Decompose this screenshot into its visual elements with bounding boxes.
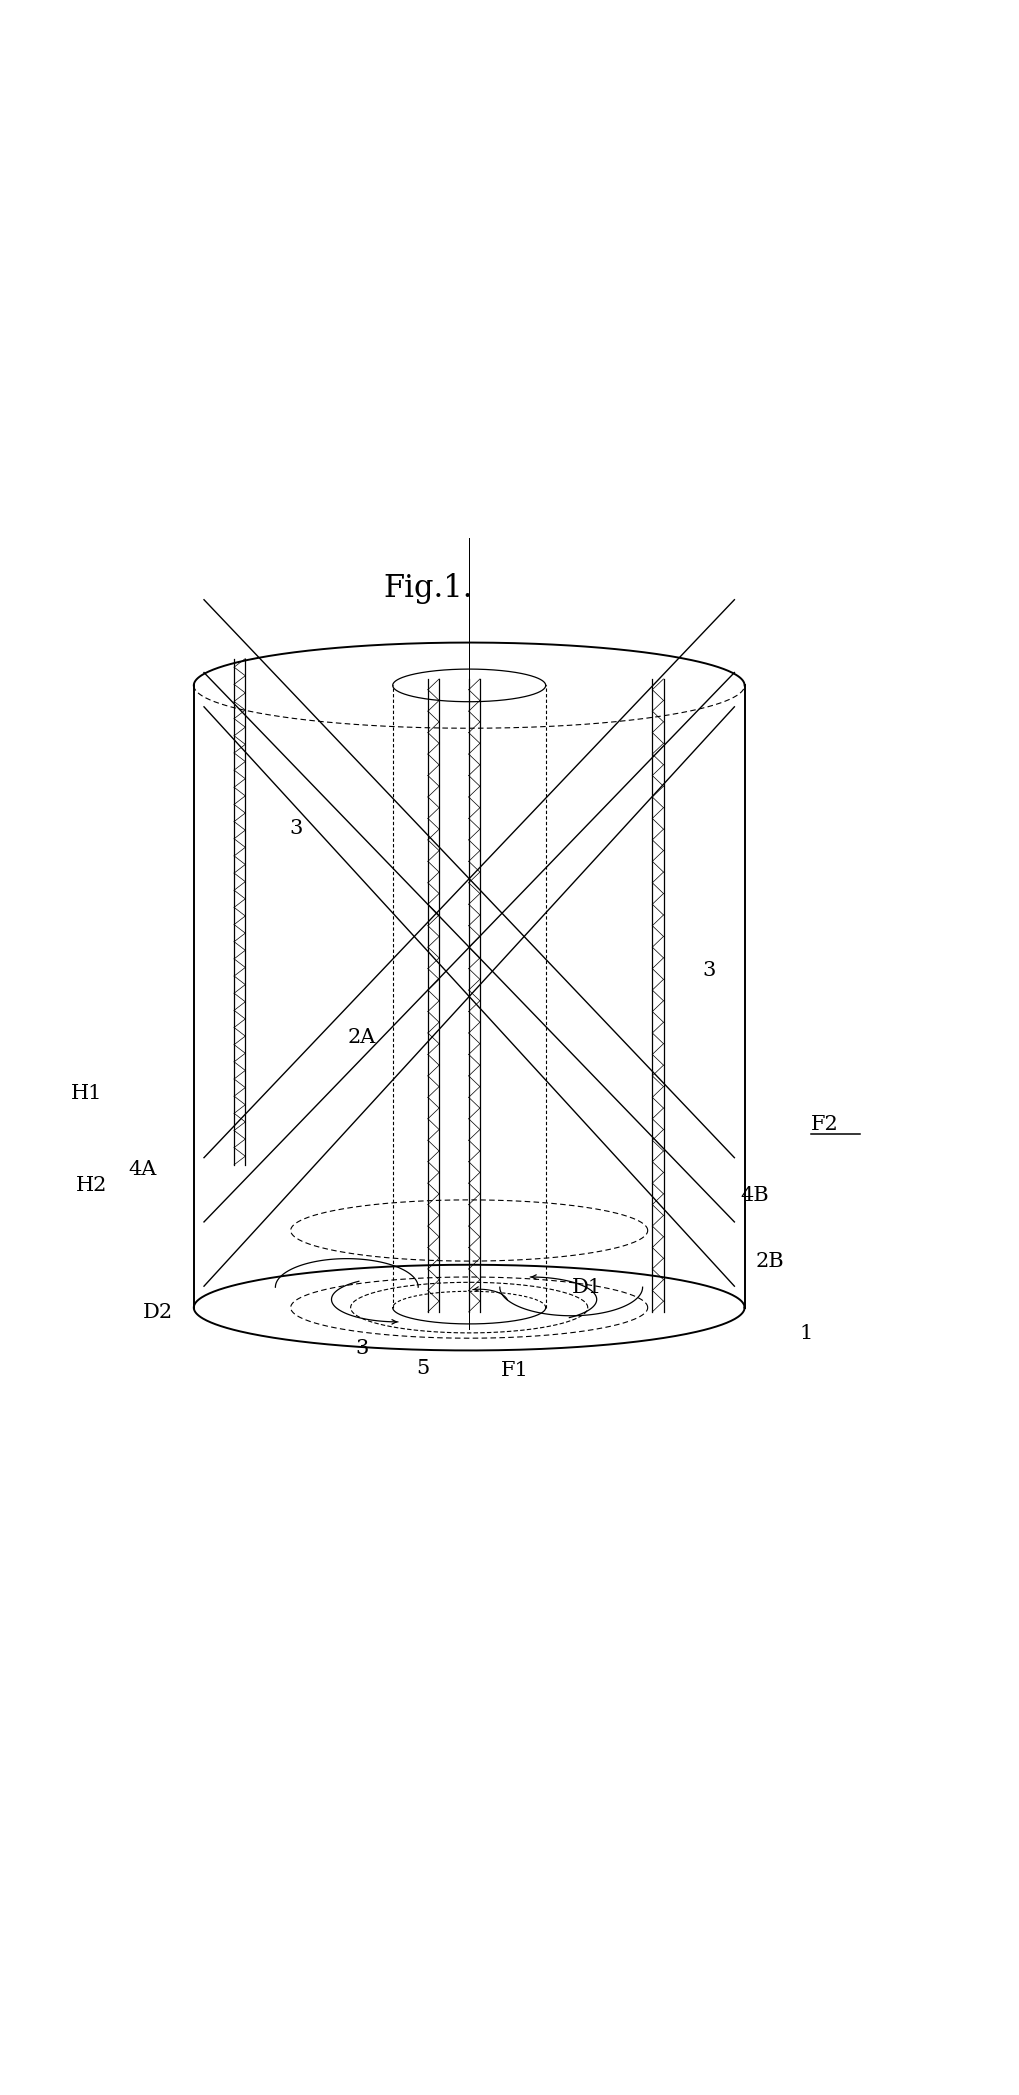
Text: F2: F2 bbox=[810, 1115, 838, 1133]
Text: 2B: 2B bbox=[755, 1253, 784, 1272]
Text: D1: D1 bbox=[571, 1278, 601, 1297]
Text: 2A: 2A bbox=[347, 1029, 376, 1048]
Text: 5: 5 bbox=[417, 1360, 429, 1379]
Text: D2: D2 bbox=[143, 1303, 173, 1322]
Text: 3: 3 bbox=[288, 819, 303, 838]
Text: F1: F1 bbox=[500, 1362, 529, 1381]
Text: 4B: 4B bbox=[740, 1186, 768, 1205]
Text: 3: 3 bbox=[701, 962, 715, 980]
Text: H2: H2 bbox=[76, 1175, 107, 1194]
Text: Fig.1.: Fig.1. bbox=[383, 574, 473, 603]
Text: H1: H1 bbox=[71, 1083, 102, 1102]
Text: 3: 3 bbox=[355, 1339, 369, 1358]
Text: 1: 1 bbox=[798, 1324, 812, 1343]
Text: 4A: 4A bbox=[128, 1161, 157, 1179]
